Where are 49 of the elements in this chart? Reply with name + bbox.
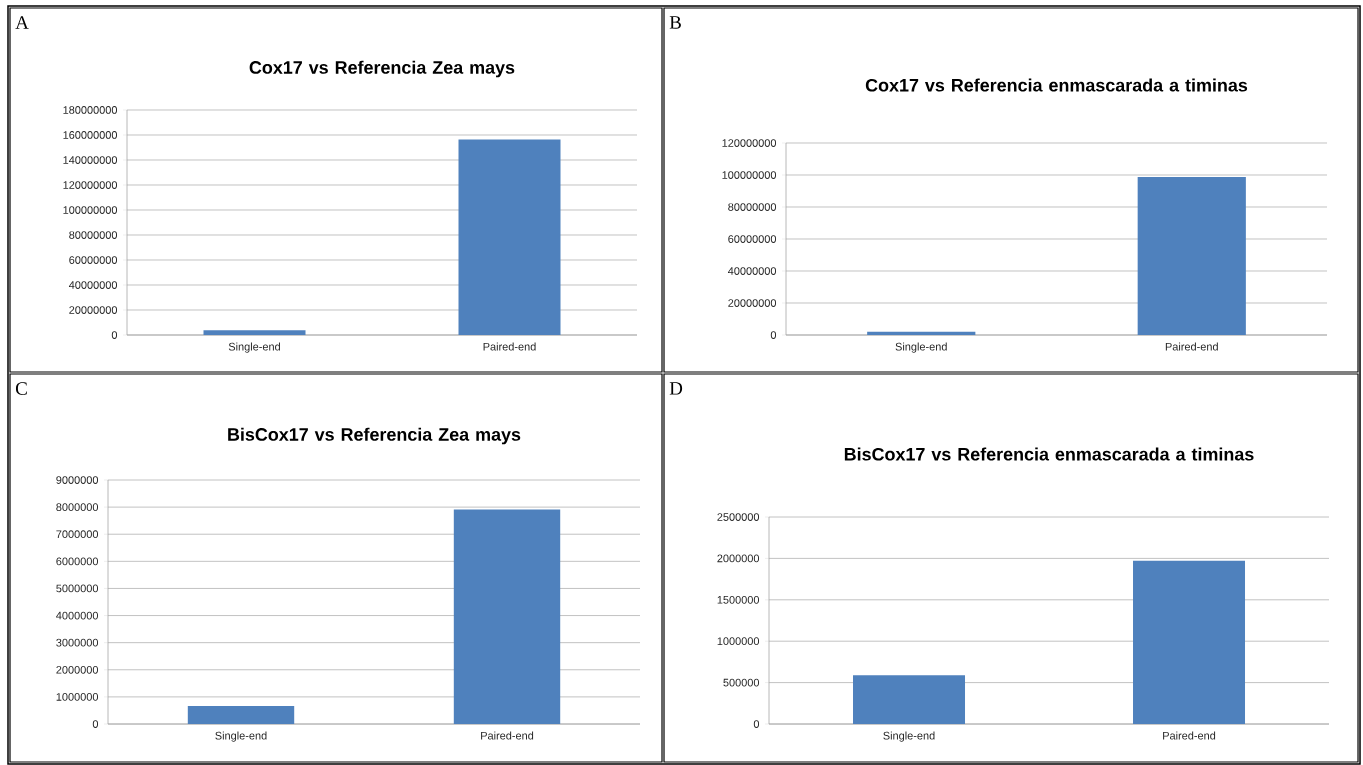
y-tick-label: 0 (770, 331, 777, 339)
y-tick-label: 0 (111, 331, 118, 339)
y-tick-label: 140000000 (63, 156, 118, 164)
y-tick-label: 100000000 (722, 171, 777, 179)
y-tick-label: 180000000 (63, 106, 118, 114)
y-tick-label: 8000000 (56, 503, 99, 511)
y-tick-label: 1000000 (56, 693, 99, 701)
y-tick-label: 1000000 (717, 637, 760, 646)
y-tick-label: 2500000 (717, 513, 760, 521)
chart-title: Cox17 vs Referencia enmascarada a timinas (865, 78, 1248, 92)
chart-title: BisCox17 vs Referencia enmascarada a timinas (844, 447, 1254, 461)
y-tick-label: 3000000 (56, 638, 99, 647)
text: A (15, 16, 29, 29)
y-tick-label: 120000000 (722, 139, 777, 147)
y-tick-label: 100000000 (63, 206, 118, 214)
x-tick-label: Paired-end (481, 731, 534, 740)
y-tick-label: 500000 (723, 678, 760, 687)
text: C (15, 382, 27, 395)
x-tick-label: Single-end (215, 731, 267, 742)
y-tick-label: 40000000 (68, 281, 118, 289)
y-tick-label: 9000000 (56, 476, 99, 484)
y-tick-label: 4000000 (56, 611, 99, 620)
x-tick-label: Single-end (228, 342, 280, 353)
y-tick-label: 2000000 (56, 665, 99, 674)
y-tick-label: 1500000 (717, 595, 760, 604)
y-tick-label: 6000000 (56, 557, 99, 566)
chart-title: BisCox17 vs Referencia Zea mays (228, 427, 521, 445)
y-tick-label: 120000000 (63, 181, 118, 189)
x-tick-label: Single-end (895, 342, 947, 353)
text: B (669, 16, 681, 29)
y-tick-label: 80000000 (728, 203, 777, 211)
y-tick-label: 5000000 (56, 584, 99, 593)
y-tick-label: 60000000 (728, 235, 777, 243)
x-tick-label: Paired-end (1163, 731, 1216, 740)
y-tick-label: 60000000 (69, 256, 118, 264)
y-tick-label: 20000000 (69, 306, 118, 314)
y-tick-label: 160000000 (63, 131, 118, 139)
text: D (669, 382, 683, 395)
y-tick-label: 80000000 (69, 231, 118, 239)
chart-title: Cox17 vs Referencia Zea mays (249, 60, 515, 78)
y-tick-label: 40000000 (727, 267, 777, 275)
x-tick-label: Paired-end (483, 342, 536, 351)
y-tick-label: 0 (753, 720, 760, 728)
x-tick-label: Single-end (883, 731, 935, 742)
y-tick-label: 20000000 (728, 299, 777, 307)
x-tick-label: Paired-end (1165, 342, 1218, 351)
y-tick-label: 2000000 (717, 554, 760, 563)
y-tick-label: 0 (92, 720, 99, 728)
y-tick-label: 7000000 (56, 530, 99, 539)
